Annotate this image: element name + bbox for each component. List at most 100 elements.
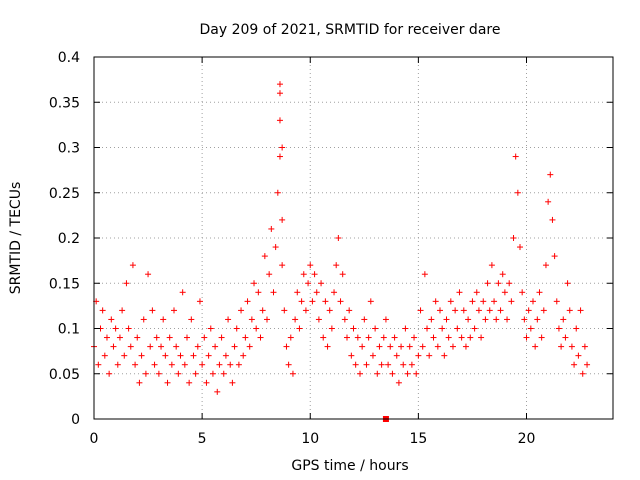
data-point — [452, 307, 459, 314]
data-point — [302, 307, 309, 314]
data-point — [313, 289, 320, 296]
data-point — [231, 343, 238, 350]
data-point — [458, 334, 465, 341]
data-point — [324, 343, 331, 350]
data-point — [460, 307, 467, 314]
data-point — [99, 307, 106, 314]
data-point — [478, 334, 485, 341]
data-point — [504, 316, 511, 323]
data-point — [382, 316, 389, 323]
data-point — [294, 289, 301, 296]
data-point — [160, 316, 167, 323]
data-point — [389, 370, 396, 377]
data-point — [454, 325, 461, 332]
data-point — [475, 307, 482, 314]
data-point — [376, 343, 383, 350]
data-point — [216, 361, 223, 368]
data-point — [434, 343, 441, 350]
data-point — [517, 244, 524, 251]
data-point — [337, 298, 344, 305]
data-point — [112, 325, 119, 332]
x-tick-label: 0 — [90, 431, 99, 447]
data-point — [510, 235, 517, 241]
data-point — [246, 343, 253, 350]
data-point — [158, 343, 165, 350]
data-point — [186, 379, 193, 386]
data-point — [190, 352, 197, 359]
data-point — [266, 271, 273, 278]
y-tick-label: 0.05 — [49, 367, 80, 383]
data-point — [519, 289, 526, 296]
data-point — [497, 307, 504, 314]
data-point — [259, 307, 266, 314]
data-point — [573, 325, 580, 332]
data-point — [253, 325, 260, 332]
data-point — [432, 298, 439, 305]
data-point — [445, 334, 452, 341]
data-point — [424, 325, 431, 332]
data-point — [116, 334, 123, 341]
data-point — [553, 298, 560, 305]
data-point — [151, 361, 158, 368]
data-point — [378, 361, 385, 368]
axis-ticks — [93, 56, 613, 420]
data-point — [101, 352, 108, 359]
data-point — [473, 289, 480, 296]
data-point — [309, 298, 316, 305]
data-point — [276, 81, 283, 88]
data-point — [276, 153, 283, 160]
data-point — [142, 370, 149, 377]
data-point — [244, 298, 251, 305]
data-point — [404, 370, 411, 377]
data-point — [123, 280, 130, 287]
data-point — [331, 289, 338, 296]
data-point — [235, 361, 242, 368]
data-point — [385, 361, 392, 368]
x-axis-label: GPS time / hours — [291, 458, 408, 474]
y-tick-label: 0.25 — [49, 186, 80, 202]
data-point — [147, 343, 154, 350]
data-point — [495, 280, 502, 287]
data-point — [523, 334, 530, 341]
data-point — [393, 352, 400, 359]
data-point — [525, 307, 532, 314]
grid — [94, 57, 613, 419]
data-point — [372, 325, 379, 332]
data-point — [129, 262, 136, 269]
data-point — [417, 307, 424, 314]
data-point — [547, 171, 554, 178]
data-point — [536, 289, 543, 296]
y-tick-label: 0.1 — [58, 322, 80, 338]
data-point — [220, 370, 227, 377]
data-point — [233, 325, 240, 332]
data-point — [199, 361, 206, 368]
data-point — [348, 352, 355, 359]
data-point — [153, 334, 160, 341]
data-point — [571, 361, 578, 368]
data-point — [421, 271, 428, 278]
data-point — [542, 262, 549, 269]
y-tick-label: 0.15 — [49, 276, 80, 292]
data-point — [341, 316, 348, 323]
data-point — [132, 361, 139, 368]
data-point — [227, 361, 234, 368]
data-point — [354, 334, 361, 341]
data-point — [415, 352, 422, 359]
data-point — [333, 262, 340, 269]
data-point — [350, 325, 357, 332]
data-point — [579, 370, 586, 377]
data-point — [367, 298, 374, 305]
data-point — [218, 334, 225, 341]
data-point — [564, 280, 571, 287]
data-point — [488, 262, 495, 269]
data-point — [264, 316, 270, 323]
data-point — [514, 189, 521, 196]
data-point — [164, 379, 171, 386]
data-point — [315, 316, 322, 323]
data-point — [287, 334, 294, 341]
data-point — [411, 334, 418, 341]
data-point — [534, 316, 541, 323]
data-point — [549, 216, 556, 223]
data-point — [307, 262, 314, 269]
data-point — [194, 343, 201, 350]
